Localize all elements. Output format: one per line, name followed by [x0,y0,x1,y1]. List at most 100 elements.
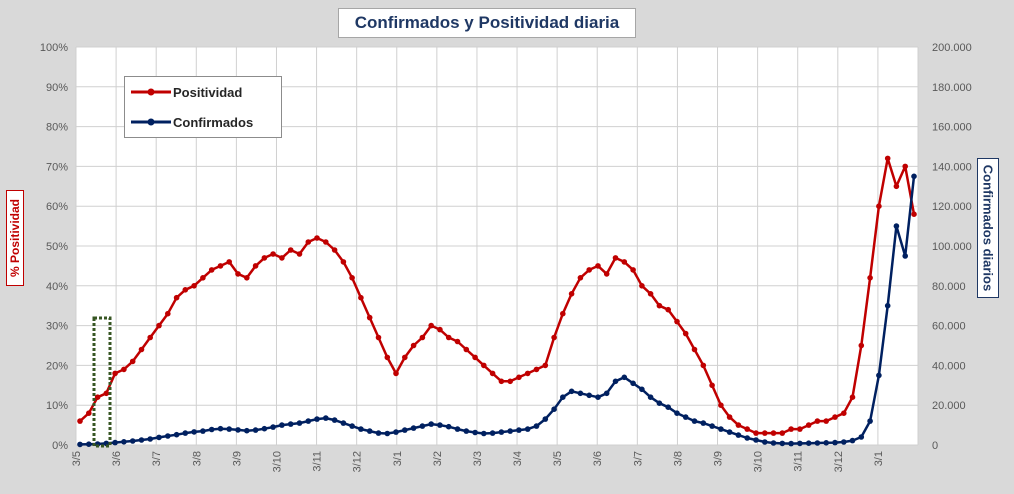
data-point-positividad [805,422,812,428]
data-point-confirmados [911,173,917,180]
legend-item-positividad: Positividad [131,83,242,101]
y-right-tick-label: 0 [932,440,938,452]
data-point-positividad [472,354,478,361]
x-tick-label: 3/8 [191,451,203,466]
data-point-positividad [674,318,680,325]
legend-swatch-confirmados [131,118,171,126]
data-point-positividad [911,211,917,217]
data-point-positividad [691,346,698,353]
data-point-positividad [112,370,118,377]
data-point-positividad [103,390,110,397]
y-left-tick-label: 70% [46,161,68,173]
data-point-confirmados [612,378,619,385]
legend-item-confirmados: Confirmados [131,113,253,131]
data-point-positividad [182,287,189,293]
data-point-confirmados [542,416,549,422]
data-point-positividad [797,426,803,432]
data-point-confirmados [244,427,250,434]
data-point-confirmados [252,427,259,433]
data-point-positividad [191,283,197,289]
x-tick-label: 3/10 [271,451,283,472]
data-point-confirmados [77,441,83,448]
data-point-positividad [331,247,338,253]
x-tick-label: 3/9 [231,451,243,466]
data-point-confirmados [410,425,417,431]
data-point-positividad [279,255,285,261]
data-point-positividad [208,267,215,273]
data-point-positividad [647,291,654,297]
data-point-positividad [498,378,505,385]
data-point-positividad [542,362,549,369]
data-point-confirmados [454,426,461,432]
data-point-confirmados [841,439,847,445]
data-point-positividad [726,414,733,420]
data-point-positividad [349,275,355,281]
data-point-positividad [893,183,900,190]
x-tick-label: 3/1 [873,451,885,466]
data-point-confirmados [296,420,303,426]
data-point-confirmados [323,415,329,421]
data-point-confirmados [744,435,750,441]
data-point-confirmados [349,423,355,429]
data-point-positividad [445,334,452,341]
data-point-positividad [586,267,592,273]
data-point-confirmados [823,440,829,446]
data-point-confirmados [647,394,654,401]
data-point-positividad [314,235,320,241]
data-point-confirmados [437,422,443,428]
data-point-confirmados [121,439,127,445]
data-point-positividad [305,239,312,245]
data-point-confirmados [498,429,505,435]
data-point-confirmados [384,430,391,437]
data-point-confirmados [788,440,794,447]
data-point-positividad [867,275,873,281]
data-point-confirmados [876,372,882,379]
x-tick-label: 3/5 [71,451,83,466]
y-right-tick-label: 200.000 [932,42,972,54]
x-tick-label: 3/12 [833,451,845,472]
data-point-confirmados [867,418,873,424]
data-point-confirmados [489,430,496,436]
x-tick-label: 3/8 [672,451,684,466]
data-point-positividad [560,310,566,317]
x-tick-label: 3/6 [592,451,604,466]
data-point-confirmados [603,390,610,397]
data-point-confirmados [595,394,601,401]
data-point-positividad [402,354,408,361]
y-axis-right-title-text: Confirmados diarios [980,164,996,292]
chart-title: Confirmados y Positividad diaria [338,8,636,38]
x-tick-label: 3/6 [111,451,123,466]
data-point-positividad [656,302,663,309]
data-point-positividad [533,366,540,373]
data-point-confirmados [858,434,865,440]
data-point-positividad [481,362,487,369]
data-point-confirmados [419,423,426,429]
data-point-positividad [454,338,461,345]
data-point-confirmados [402,427,408,433]
data-point-confirmados [472,429,478,436]
data-point-confirmados [261,425,268,432]
data-point-positividad [384,354,391,361]
data-point-positividad [814,418,821,424]
y-right-tick-label: 80.000 [932,281,966,293]
data-point-confirmados [533,423,540,429]
x-tick-label: 3/1 [392,451,404,466]
data-point-positividad [156,322,162,329]
y-left-tick-label: 30% [46,321,68,333]
data-point-confirmados [200,428,206,434]
data-point-positividad [876,203,882,209]
data-point-confirmados [507,428,513,434]
data-point-positividad [788,426,794,432]
data-point-confirmados [217,425,224,432]
data-point-confirmados [797,440,803,447]
data-point-confirmados [112,439,118,446]
highlight-box [92,316,112,448]
data-point-positividad [568,291,575,297]
legend-label-positividad: Positividad [173,84,243,100]
data-point-positividad [902,163,908,170]
x-tick-label: 3/11 [793,451,805,472]
y-left-tick-label: 100% [40,42,68,54]
chart-legend: Positividad Confirmados [124,76,282,138]
